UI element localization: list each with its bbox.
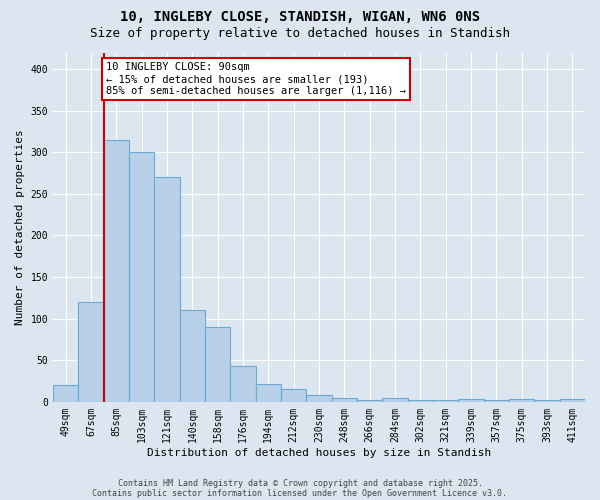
- Bar: [281, 388, 307, 402]
- Bar: [79, 302, 104, 402]
- Bar: [433, 400, 458, 402]
- Bar: [230, 366, 256, 402]
- Bar: [205, 327, 230, 402]
- Text: Contains public sector information licensed under the Open Government Licence v3: Contains public sector information licen…: [92, 488, 508, 498]
- Text: 10, INGLEBY CLOSE, STANDISH, WIGAN, WN6 0NS: 10, INGLEBY CLOSE, STANDISH, WIGAN, WN6 …: [120, 10, 480, 24]
- Text: Contains HM Land Registry data © Crown copyright and database right 2025.: Contains HM Land Registry data © Crown c…: [118, 478, 482, 488]
- Bar: [53, 385, 79, 402]
- Bar: [332, 398, 357, 402]
- Bar: [535, 400, 560, 402]
- X-axis label: Distribution of detached houses by size in Standish: Distribution of detached houses by size …: [147, 448, 491, 458]
- Text: Size of property relative to detached houses in Standish: Size of property relative to detached ho…: [90, 28, 510, 40]
- Bar: [256, 384, 281, 402]
- Bar: [357, 400, 382, 402]
- Bar: [129, 152, 154, 402]
- Y-axis label: Number of detached properties: Number of detached properties: [15, 130, 25, 325]
- Bar: [484, 400, 509, 402]
- Bar: [407, 400, 433, 402]
- Bar: [382, 398, 407, 402]
- Bar: [560, 398, 585, 402]
- Bar: [179, 310, 205, 402]
- Bar: [154, 178, 179, 402]
- Bar: [509, 398, 535, 402]
- Bar: [104, 140, 129, 402]
- Bar: [458, 398, 484, 402]
- Text: 10 INGLEBY CLOSE: 90sqm
← 15% of detached houses are smaller (193)
85% of semi-d: 10 INGLEBY CLOSE: 90sqm ← 15% of detache…: [106, 62, 406, 96]
- Bar: [307, 395, 332, 402]
